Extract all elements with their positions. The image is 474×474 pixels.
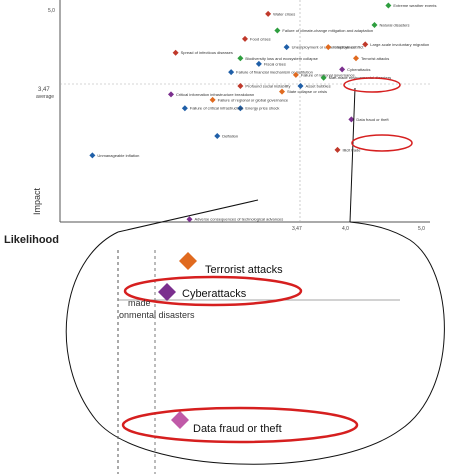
data-point (237, 105, 244, 112)
data-point (320, 74, 327, 81)
data-point (242, 35, 248, 42)
y-axis-label: Impact (32, 187, 42, 215)
data-point (362, 41, 369, 48)
data-point-label: Failure of climate-change mitigation and… (282, 28, 373, 33)
data-point-label: Extreme weather events (393, 3, 436, 8)
data-point (186, 216, 193, 223)
data-point-label: Adverse consequences of technological ad… (195, 217, 284, 222)
data-point-label: Fiscal crises (264, 61, 286, 66)
data-point (172, 49, 179, 56)
y-tick-label: average (36, 94, 54, 100)
magnifier-connector (117, 199, 259, 233)
data-point (255, 60, 262, 67)
magnifier-outline (65, 221, 445, 465)
x-tick-label: 3,47 (292, 226, 302, 232)
data-point (348, 116, 355, 123)
data-point-label: Deflation (222, 133, 238, 138)
data-point (209, 96, 216, 103)
zoom-fragment-label: made (128, 298, 151, 308)
data-point (325, 44, 332, 51)
data-point (292, 71, 299, 78)
x-axis-label: Likelihood (4, 234, 59, 246)
data-point-label: Illicit trade (343, 147, 362, 152)
data-point (334, 146, 341, 153)
plot-area (60, 0, 430, 222)
data-point (228, 69, 235, 76)
data-point (274, 27, 281, 34)
zoom-label-terrorist-attacks: Terrorist attacks (205, 264, 283, 276)
data-point (168, 91, 174, 98)
data-point (339, 66, 346, 73)
y-tick-label: 3,47 (38, 87, 50, 93)
x-tick-label: 4,0 (342, 226, 349, 232)
data-point-label: State collapse or crisis (287, 89, 327, 94)
data-point (265, 10, 272, 17)
data-point (353, 55, 359, 62)
data-point (89, 152, 96, 159)
zoom-marker-terrorist-attacks (179, 252, 197, 270)
data-point-label: Profound social instability (245, 84, 290, 89)
data-point-label: Terrorist attacks (361, 56, 389, 61)
data-point (181, 105, 188, 112)
zoom-label-cyberattacks: Cyberattacks (182, 288, 247, 300)
data-point-label: Spread of infectious diseases (181, 50, 233, 55)
data-point-label: Failure of financial mechanism or instit… (236, 70, 313, 75)
zoom-marker-data-fraud (171, 411, 189, 429)
data-point (283, 44, 290, 51)
magnifier-connector (349, 87, 356, 223)
data-point-label: Data fraud or theft (356, 117, 389, 122)
y-tick-label: 5,0 (48, 8, 55, 14)
overview-highlight-ring (351, 134, 413, 152)
data-point-label: Biodiversity loss and ecosystem collapse (245, 56, 318, 61)
data-point-label: Unemployment or underemployment (292, 45, 358, 50)
data-point-label: Critical information infrastructure brea… (176, 92, 254, 97)
data-point-label: Interstate conflict (333, 45, 364, 50)
highlight-ring (121, 406, 359, 444)
data-point-label: Large-scale involuntary migration (370, 42, 429, 47)
data-point (237, 83, 244, 90)
zoom-marker-cyberattacks (158, 283, 176, 301)
data-point-label: Energy price shock (245, 106, 279, 111)
data-point-label: Unmanageable inflation (97, 153, 139, 158)
data-point-label: Water crises (273, 11, 295, 16)
overview-highlight-ring (343, 77, 401, 93)
data-point-label: Asset bubbles (306, 84, 331, 89)
data-point (279, 88, 285, 95)
highlight-ring (123, 275, 303, 307)
data-point (297, 83, 304, 90)
zoom-fragment-label: onmental disasters (119, 310, 195, 320)
x-tick-label: 5,0 (418, 226, 425, 232)
data-point-label: Failure of critical infrastructure (190, 106, 244, 111)
data-point-label: Food crises (250, 36, 271, 41)
data-point-label: Man-made environmental disasters (329, 75, 391, 80)
data-point-label: Natural disasters (380, 22, 410, 27)
data-point-label: Failure of national governance (301, 72, 356, 77)
data-point-label: Failure of regional or global governance (218, 97, 289, 102)
data-point (385, 2, 392, 9)
data-point-label: Cyberattacks (347, 67, 370, 72)
data-point (214, 132, 221, 139)
data-point (371, 21, 378, 28)
data-points: Extreme weather events Natural disasters W… (89, 2, 437, 223)
zoom-label-data-fraud: Data fraud or theft (193, 423, 282, 435)
data-point (237, 55, 244, 62)
